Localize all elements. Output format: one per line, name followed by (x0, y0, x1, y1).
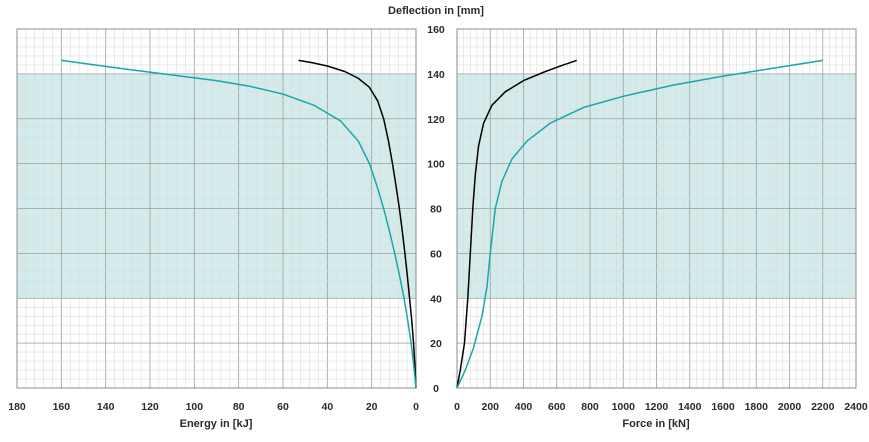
force-x-tick-label: 400 (515, 401, 533, 413)
y-tick-label: 20 (430, 338, 442, 350)
energy-x-tick-label: 0 (413, 401, 419, 413)
y-tick-label: 140 (427, 69, 445, 81)
y-tick-label: 60 (430, 248, 442, 260)
y-tick-label: 160 (427, 24, 445, 36)
energy-x-tick-label: 120 (141, 401, 159, 413)
plot-frames (16, 28, 857, 389)
force-x-tick-label: 600 (548, 401, 566, 413)
grid (16, 28, 857, 389)
y-tick-label: 100 (427, 159, 445, 171)
y-tick-label: 80 (430, 204, 442, 216)
energy-x-tick-label: 80 (233, 401, 245, 413)
y-tick-label: 120 (427, 114, 445, 126)
energy-x-tick-label: 160 (53, 401, 71, 413)
energy-x-tick-label: 180 (8, 401, 26, 413)
force-x-tick-label: 800 (581, 401, 599, 413)
force-axis-title: Force in [kN] (622, 418, 690, 430)
energy-axis-title: Energy in [kJ] (180, 418, 253, 430)
force-curve-teal (456, 59, 823, 389)
chart-title: Deflection in [mm] (388, 5, 484, 17)
energy-x-tick-label: 60 (277, 401, 289, 413)
energy-x-tick-label: 140 (97, 401, 115, 413)
energy-plot-frame (16, 28, 417, 389)
force-x-tick-label: 2400 (844, 401, 868, 413)
force-plot-frame (456, 28, 857, 389)
force-x-tick-label: 2000 (778, 401, 802, 413)
force-x-tick-label: 2200 (811, 401, 835, 413)
force-x-tick-label: 1200 (645, 401, 669, 413)
y-tick-label: 0 (433, 383, 439, 395)
curves (61, 59, 823, 389)
shaded-bands (17, 73, 856, 299)
force-x-tick-label: 200 (481, 401, 499, 413)
energy-curve-black (298, 59, 417, 389)
force-x-tick-label: 1000 (612, 401, 636, 413)
energy-x-tick-label: 20 (366, 401, 378, 413)
force-x-tick-label: 1800 (745, 401, 769, 413)
force-curve-black (456, 59, 577, 389)
tick-labels: 180 160 140 120 100 80 60 40 20 0 0 200 400 600 800 100… (8, 24, 868, 413)
energy-x-tick-label: 100 (186, 401, 204, 413)
energy-curve-teal (61, 59, 417, 389)
y-tick-label: 40 (430, 293, 442, 305)
force-x-tick-label: 0 (454, 401, 460, 413)
force-x-tick-label: 1600 (711, 401, 735, 413)
energy-x-tick-label: 40 (321, 401, 333, 413)
force-x-tick-label: 1400 (678, 401, 702, 413)
energy-shaded-band (17, 73, 416, 299)
